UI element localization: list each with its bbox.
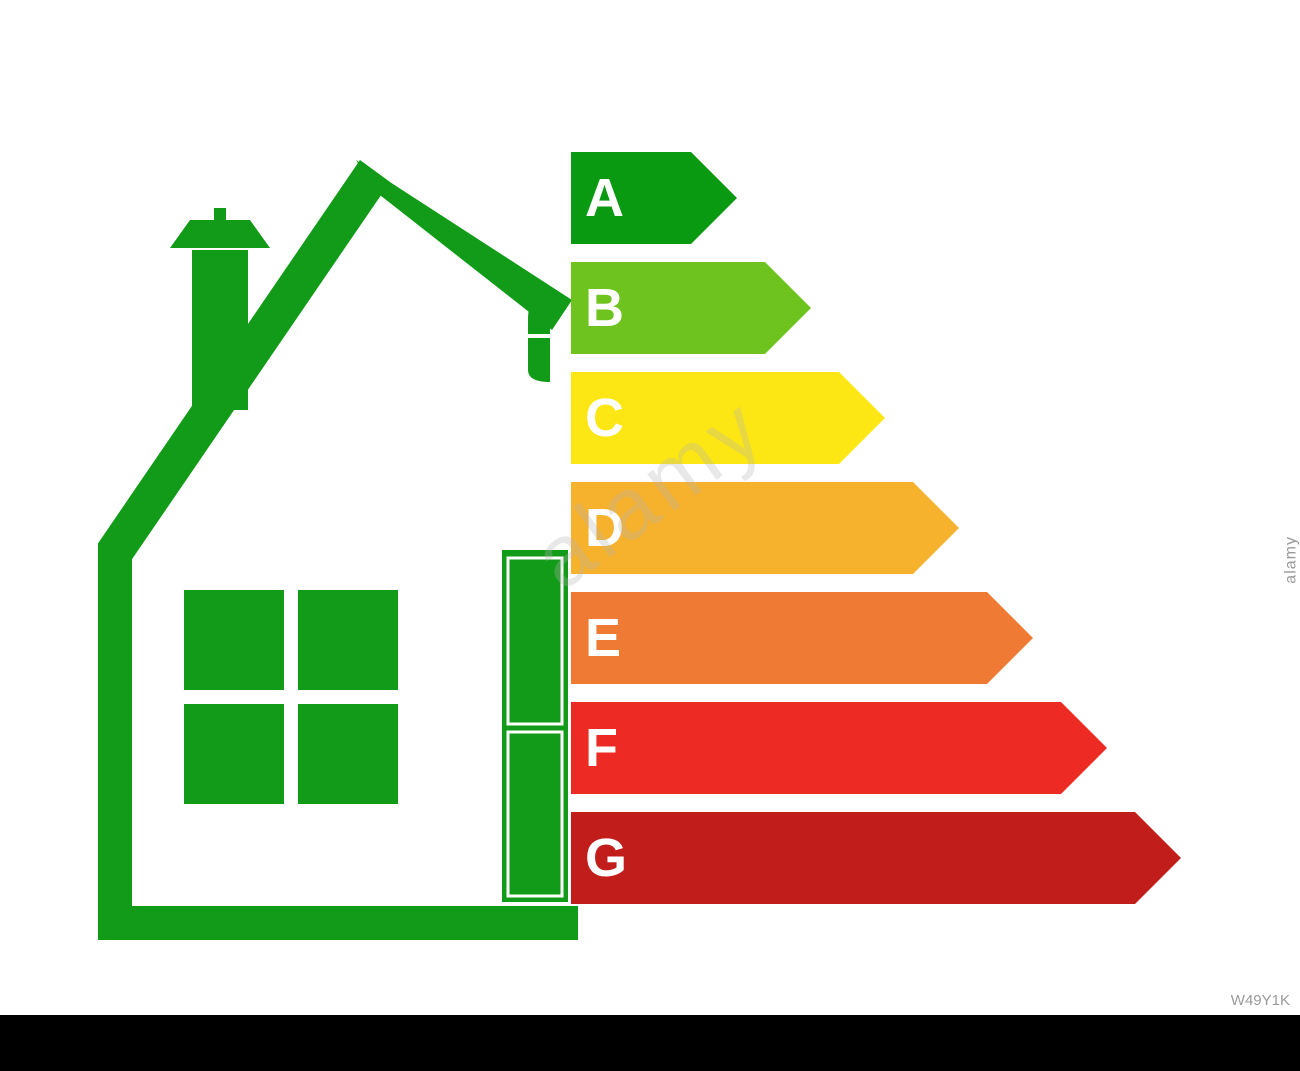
energy-rating-bars: ABCDEFG	[571, 152, 1181, 922]
energy-bar-label: E	[571, 592, 987, 684]
energy-efficiency-infographic: ABCDEFG alamy alamy W49Y1K	[0, 0, 1300, 1071]
energy-bar-b: B	[571, 262, 1181, 354]
energy-bar-f: F	[571, 702, 1181, 794]
energy-bar-e: E	[571, 592, 1181, 684]
arrow-head-icon	[987, 592, 1033, 684]
house-window-icon	[184, 590, 398, 804]
watermark-side: alamy	[1283, 536, 1300, 584]
energy-bar-label: D	[571, 482, 913, 574]
energy-bar-a: A	[571, 152, 1181, 244]
energy-bar-g: G	[571, 812, 1181, 904]
arrow-head-icon	[1135, 812, 1181, 904]
arrow-head-icon	[839, 372, 885, 464]
energy-bar-label: B	[571, 262, 765, 354]
footer-strip	[0, 1015, 1300, 1071]
image-id: W49Y1K	[1231, 992, 1290, 1009]
arrow-head-icon	[913, 482, 959, 574]
energy-bar-label: A	[571, 152, 691, 244]
arrow-head-icon	[691, 152, 737, 244]
arrow-head-icon	[765, 262, 811, 354]
energy-bar-d: D	[571, 482, 1181, 574]
energy-bar-label: G	[571, 812, 1135, 904]
house-door-icon	[502, 550, 568, 902]
energy-bar-label: C	[571, 372, 839, 464]
energy-bar-c: C	[571, 372, 1181, 464]
energy-bar-label: F	[571, 702, 1061, 794]
house-icon	[98, 120, 618, 940]
arrow-head-icon	[1061, 702, 1107, 794]
